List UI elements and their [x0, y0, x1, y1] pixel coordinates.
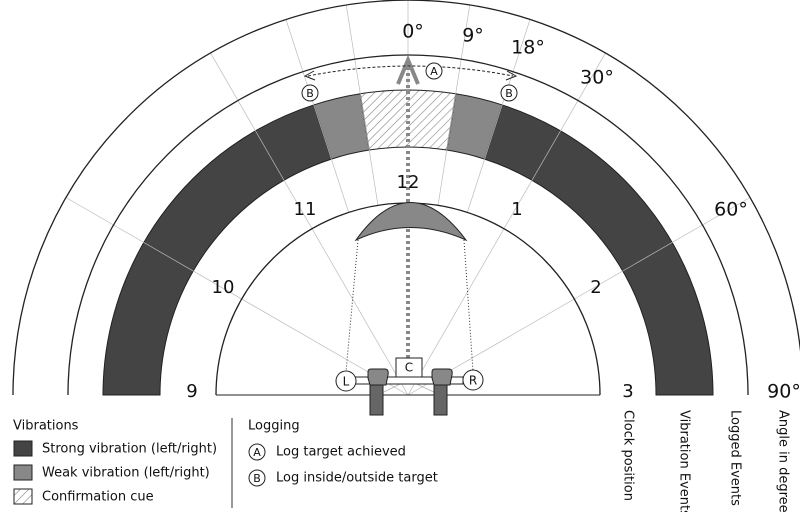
- dotted: [346, 240, 358, 372]
- degree-label: 90°: [767, 381, 800, 403]
- clock-label: 3: [622, 381, 633, 402]
- marker-text: R: [469, 374, 477, 388]
- legend-marker-text: B: [253, 472, 261, 485]
- axis-label: Angle in degrees: [776, 410, 791, 512]
- marker-text: A: [430, 65, 438, 78]
- marker-text: B: [306, 87, 314, 100]
- marker-text: B: [505, 87, 513, 100]
- clock-label: 1: [511, 199, 522, 220]
- marker-b: B: [302, 85, 318, 101]
- axis-label: Clock position: [621, 410, 636, 501]
- dotted: [464, 240, 473, 371]
- legend-item: Weak vibration (left/right): [42, 466, 210, 481]
- legend-swatch: [14, 441, 32, 456]
- strong-vibration: [103, 105, 331, 395]
- clock-label: 10: [212, 277, 235, 298]
- degree-label: 60°: [714, 199, 748, 221]
- legend-item: Log target achieved: [276, 445, 406, 460]
- legend-marker-text: A: [253, 446, 261, 459]
- strong-vibration: [485, 105, 713, 395]
- marker-text: L: [343, 375, 350, 389]
- legend-item: Confirmation cue: [42, 490, 154, 505]
- marker-text: C: [405, 361, 413, 375]
- legend-swatch: [14, 465, 32, 480]
- legend-item: Log inside/outside target: [276, 471, 438, 486]
- geometry: [13, 0, 800, 395]
- degree-label: 9°: [462, 25, 484, 47]
- clock-label: 9: [186, 381, 197, 402]
- marker-a: A: [426, 63, 442, 79]
- axis-label: Logged Events: [728, 410, 743, 506]
- axis-label: Vibration Events: [677, 410, 692, 512]
- clock-label: 11: [294, 199, 317, 220]
- diagram: 0° 9° 18° 30° 60° 90° 12 11 1 10 2 9 3 C…: [0, 0, 800, 512]
- legend-item: Strong vibration (left/right): [42, 442, 217, 457]
- clock-label: 2: [590, 277, 601, 298]
- legend-title: Logging: [248, 419, 300, 434]
- legend-swatch: [14, 489, 32, 504]
- legend-title: Vibrations: [13, 419, 79, 434]
- degree-label: 30°: [580, 67, 614, 89]
- degree-label: 0°: [402, 21, 424, 43]
- clock-label: 12: [397, 172, 420, 193]
- marker-b: B: [501, 85, 517, 101]
- degree-label: 18°: [511, 37, 545, 59]
